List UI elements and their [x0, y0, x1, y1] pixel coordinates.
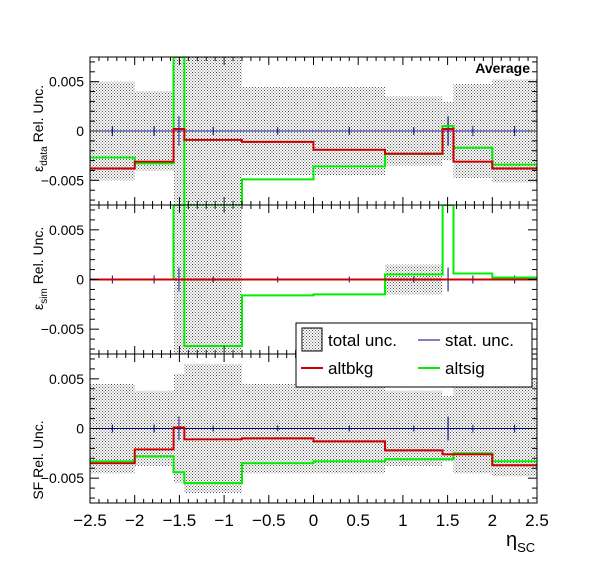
y-tick-label: 0.005 [49, 74, 84, 90]
x-tick-label: 1 [398, 511, 407, 530]
x-tick-label: 2 [488, 511, 497, 530]
x-tick-label: −2 [125, 511, 144, 530]
panel3-ylabel: SF Rel. Unc. [30, 420, 46, 499]
x-tick-label: −0.5 [252, 511, 286, 530]
panel1-ylabel-sub: data [39, 146, 50, 166]
legend: total unc. stat. unc. altbkg altsig [295, 322, 533, 388]
y-tick-label: −0.005 [41, 172, 84, 188]
panel-1-plot-area [90, 57, 537, 205]
x-tick-label: −1 [214, 511, 233, 530]
panel2-ylabel-sub: sim [39, 288, 50, 304]
y-tick-label: 0.005 [49, 371, 84, 387]
legend-altsig-label: altsig [445, 359, 485, 378]
altbkg-series [90, 128, 537, 170]
x-tick-label: 2.5 [525, 511, 549, 530]
panel-3-plot-area [90, 363, 537, 494]
y-tick-label: 0 [76, 123, 84, 139]
y-tick-label: 0 [76, 421, 84, 437]
x-axis-title: ηSC [506, 529, 535, 555]
panel-1: −0.005 0 0.005 [41, 56, 538, 206]
legend-box [295, 322, 533, 388]
x-axis-title-sub: SC [517, 540, 535, 555]
x-tick-label: 1.5 [436, 511, 460, 530]
legend-altbkg-label: altbkg [328, 359, 373, 378]
x-tick-label: −1.5 [163, 511, 197, 530]
legend-total-swatch [301, 327, 323, 352]
y-tick-label: 0 [76, 272, 84, 288]
altsig-series [90, 205, 537, 348]
legend-stat-label: stat. unc. [445, 331, 514, 350]
average-annotation: Average [475, 60, 530, 76]
x-tick-label: −2.5 [73, 511, 107, 530]
panel-2-plot-area [90, 205, 537, 354]
panel2-ylabel: εsim Rel. Unc. [30, 227, 50, 310]
x-tick-label: 0 [309, 511, 318, 530]
altbkg-series [90, 426, 537, 467]
panel1-ylabel: εdata Rel. Unc. [30, 85, 50, 172]
x-tick-label: 0.5 [346, 511, 370, 530]
y-tick-label: 0.005 [49, 222, 84, 238]
y-tick-label: −0.005 [41, 321, 84, 337]
legend-total-label: total unc. [328, 331, 397, 350]
y-tick-label: −0.005 [41, 470, 84, 486]
